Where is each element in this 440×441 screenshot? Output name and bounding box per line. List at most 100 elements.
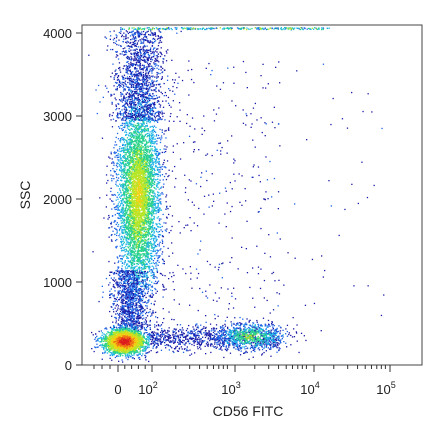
data-point	[166, 289, 167, 290]
data-point	[138, 228, 139, 229]
data-point	[158, 211, 159, 212]
data-point	[132, 158, 133, 159]
data-point	[119, 233, 120, 234]
data-point	[123, 163, 124, 164]
data-point	[139, 154, 140, 155]
data-point	[145, 264, 146, 265]
data-point	[120, 218, 121, 219]
data-point	[162, 166, 163, 167]
data-point	[117, 113, 118, 114]
data-point	[139, 162, 140, 163]
data-point	[144, 245, 145, 246]
data-point	[146, 121, 147, 122]
data-point	[164, 176, 165, 177]
data-point	[135, 230, 136, 231]
data-point	[155, 262, 156, 263]
data-point	[133, 234, 134, 235]
data-point	[122, 259, 123, 260]
data-point	[146, 157, 147, 158]
data-point	[160, 142, 161, 143]
data-point	[141, 165, 142, 166]
data-point	[162, 113, 163, 114]
data-point	[147, 165, 148, 166]
data-point	[132, 228, 133, 229]
data-point	[123, 255, 124, 256]
data-point	[136, 136, 137, 137]
data-point	[153, 230, 154, 231]
data-point	[124, 249, 125, 250]
data-point	[120, 155, 121, 156]
data-point	[132, 232, 133, 233]
data-point	[150, 190, 151, 191]
data-point	[157, 179, 158, 180]
data-point	[172, 272, 173, 273]
data-point	[161, 192, 162, 193]
data-point	[144, 172, 145, 173]
data-point	[112, 215, 113, 216]
data-point	[130, 196, 131, 197]
data-point	[157, 282, 158, 283]
data-point	[112, 115, 113, 116]
data-point	[144, 201, 145, 202]
data-point	[157, 207, 158, 208]
data-point	[157, 138, 158, 139]
data-point	[154, 278, 155, 279]
data-point	[119, 213, 120, 214]
data-point	[129, 130, 130, 131]
data-point	[159, 231, 160, 232]
data-point	[126, 250, 127, 251]
data-point	[152, 109, 153, 110]
data-point	[159, 180, 160, 181]
data-point	[140, 153, 141, 154]
data-point	[134, 121, 135, 122]
data-point	[126, 97, 127, 98]
data-point	[138, 105, 139, 106]
data-point	[120, 140, 121, 141]
data-point	[154, 141, 155, 142]
data-point	[159, 220, 160, 221]
data-point	[178, 221, 179, 222]
data-point	[133, 221, 134, 222]
data-point	[154, 159, 155, 160]
data-point	[147, 203, 148, 204]
data-point	[137, 164, 138, 165]
data-point	[131, 79, 132, 80]
data-point	[120, 196, 121, 197]
data-point	[146, 220, 147, 221]
data-point	[126, 198, 127, 199]
data-point	[125, 169, 126, 170]
data-point	[135, 212, 136, 213]
data-point	[147, 179, 148, 180]
data-point	[151, 282, 152, 283]
data-point	[155, 203, 156, 204]
data-point	[135, 158, 136, 159]
data-point	[137, 130, 138, 131]
data-point	[130, 154, 131, 155]
data-point	[148, 244, 149, 245]
data-point	[157, 258, 158, 259]
data-point	[125, 260, 126, 261]
data-point	[145, 222, 146, 223]
data-point	[137, 207, 138, 208]
data-point	[171, 242, 172, 243]
data-point	[157, 181, 158, 182]
data-point	[125, 194, 126, 195]
data-point	[118, 126, 119, 127]
data-point	[149, 208, 150, 209]
data-point	[138, 208, 139, 209]
data-point	[157, 194, 158, 195]
data-point	[146, 216, 147, 217]
data-point	[111, 226, 112, 227]
data-point	[168, 214, 169, 215]
data-point	[131, 110, 132, 111]
data-point	[119, 210, 120, 211]
data-point	[160, 227, 161, 228]
data-point	[128, 229, 129, 230]
data-point	[153, 178, 154, 179]
data-point	[146, 181, 147, 182]
data-point	[160, 242, 161, 243]
data-point	[123, 155, 124, 156]
data-point	[129, 266, 130, 267]
data-point	[151, 126, 152, 127]
data-point	[113, 165, 114, 166]
